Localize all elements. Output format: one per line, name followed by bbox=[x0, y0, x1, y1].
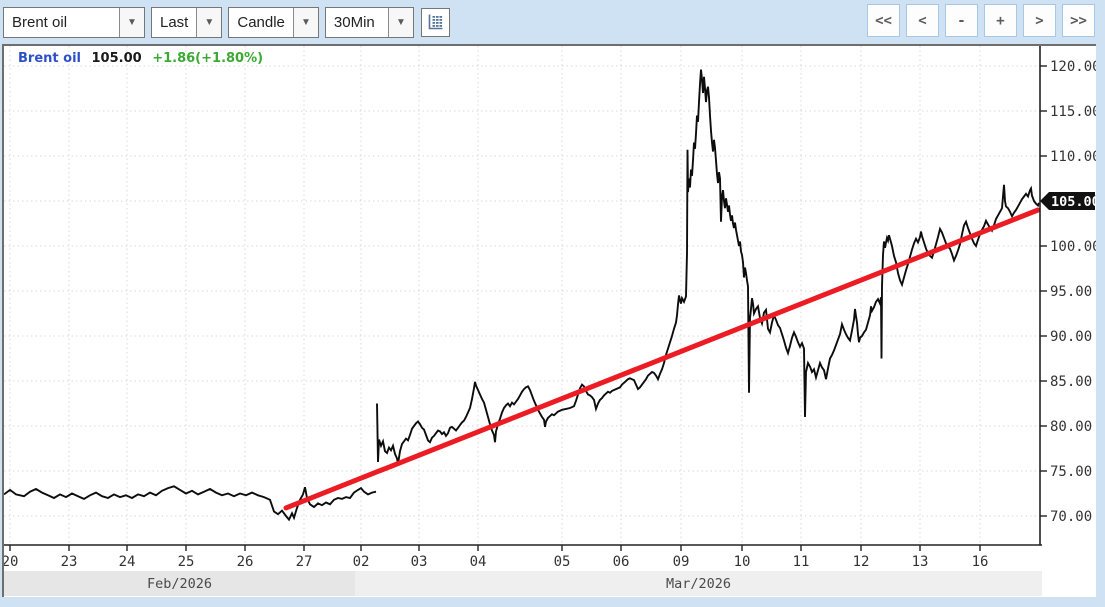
price-type-dropdown-value: Last bbox=[160, 13, 189, 31]
x-tick-label: 03 bbox=[411, 554, 428, 570]
zoom-out-button[interactable]: - bbox=[945, 4, 978, 37]
price-series-line bbox=[3, 485, 377, 522]
x-tick-label: 06 bbox=[613, 554, 630, 570]
interval-dropdown-value: 30Min bbox=[333, 13, 375, 31]
legend-last-price: 105.00 bbox=[91, 51, 142, 66]
interval-dropdown[interactable]: 30Min ▼ bbox=[324, 6, 414, 38]
x-tick-label: 24 bbox=[119, 554, 136, 570]
y-tick-label: 95.00 bbox=[1050, 284, 1092, 300]
y-tick-label: 85.00 bbox=[1050, 374, 1092, 390]
y-tick-label: 115.00 bbox=[1050, 104, 1096, 120]
y-tick-label: 70.00 bbox=[1050, 509, 1092, 525]
x-tick-label: 12 bbox=[853, 554, 870, 570]
quotes-table-icon bbox=[429, 14, 443, 30]
x-tick-label: 05 bbox=[554, 554, 571, 570]
scroll-fast-back-button[interactable]: << bbox=[867, 4, 900, 37]
scroll-forward-button[interactable]: > bbox=[1023, 4, 1056, 37]
x-tick-label: 13 bbox=[912, 554, 929, 570]
x-tick-label: 09 bbox=[673, 554, 690, 570]
symbol-dropdown-value: Brent oil bbox=[12, 13, 68, 31]
x-tick-label: 23 bbox=[61, 554, 78, 570]
chart-legend: Brent oil 105.00 +1.86(+1.80%) bbox=[18, 51, 263, 66]
price-chart-svg[interactable]: Feb/2026 Mar/2026 20 23 24 25 26 27 02 03 04 05 06 09… bbox=[2, 46, 1101, 597]
chart-panel: Brent oil 105.00 +1.86(+1.80%) Feb/2026 M… bbox=[2, 44, 1101, 597]
toolbar: Brent oil ▼ Last ▼ Candle ▼ 30Min ▼ << <… bbox=[0, 0, 1105, 44]
month-band bbox=[355, 571, 1042, 596]
y-tick-label: 80.00 bbox=[1050, 419, 1092, 435]
price-type-dropdown[interactable]: Last ▼ bbox=[151, 6, 223, 38]
x-tick-label: 25 bbox=[178, 554, 195, 570]
y-tick-label: 110.00 bbox=[1050, 149, 1096, 165]
x-tick-label: 27 bbox=[296, 554, 313, 570]
chevron-down-icon[interactable]: ▼ bbox=[292, 7, 318, 37]
chevron-down-icon[interactable]: ▼ bbox=[387, 7, 413, 37]
x-tick-label: 11 bbox=[793, 554, 810, 570]
scroll-back-button[interactable]: < bbox=[906, 4, 939, 37]
chevron-down-icon[interactable]: ▼ bbox=[119, 7, 144, 37]
chevron-down-icon[interactable]: ▼ bbox=[196, 7, 222, 37]
legend-change: +1.86(+1.80%) bbox=[152, 51, 264, 66]
last-price-tag bbox=[1040, 192, 1095, 210]
price-series-line bbox=[376, 69, 1040, 464]
legend-symbol: Brent oil bbox=[18, 51, 81, 66]
month-band bbox=[4, 571, 355, 596]
last-price-tag-label: 105.00 bbox=[1051, 194, 1096, 210]
quotes-table-button[interactable] bbox=[420, 7, 450, 37]
y-tick-label: 100.00 bbox=[1050, 239, 1096, 255]
chart-nav-buttons: << < - + > >> bbox=[861, 4, 1095, 37]
chart-type-dropdown-value: Candle bbox=[237, 13, 285, 31]
scroll-fast-forward-button[interactable]: >> bbox=[1062, 4, 1095, 37]
y-tick-label: 90.00 bbox=[1050, 329, 1092, 345]
symbol-dropdown[interactable]: Brent oil ▼ bbox=[3, 6, 145, 38]
y-tick-label: 120.00 bbox=[1050, 59, 1096, 75]
x-tick-label: 02 bbox=[353, 554, 370, 570]
x-tick-label: 16 bbox=[972, 554, 989, 570]
x-tick-label: 20 bbox=[4, 554, 18, 570]
x-tick-label: 26 bbox=[237, 554, 254, 570]
x-tick-label: 04 bbox=[470, 554, 487, 570]
chart-type-dropdown[interactable]: Candle ▼ bbox=[228, 6, 319, 38]
x-tick-label: 10 bbox=[734, 554, 751, 570]
zoom-in-button[interactable]: + bbox=[984, 4, 1017, 37]
trend-line bbox=[283, 207, 1041, 511]
y-tick-label: 75.00 bbox=[1050, 464, 1092, 480]
month-label: Feb/2026 bbox=[147, 576, 212, 592]
month-label: Mar/2026 bbox=[666, 576, 731, 592]
